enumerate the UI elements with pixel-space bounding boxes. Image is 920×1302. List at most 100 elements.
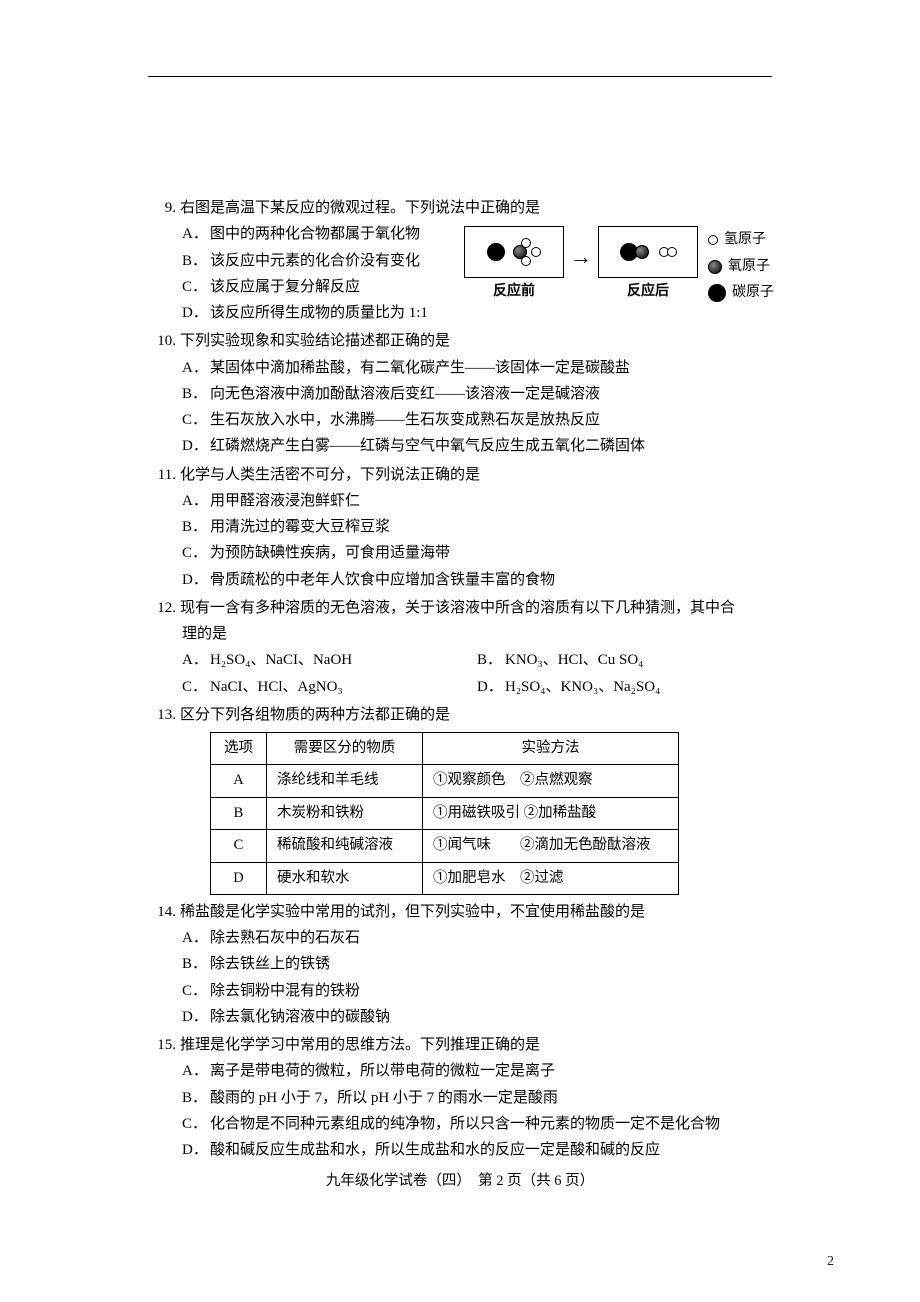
- table-cell: D: [211, 862, 267, 894]
- option-text: NaCI、HCl、AgNO₃: [210, 674, 477, 700]
- question-stem: 化学与人类生活密不可分，下列说法正确的是: [180, 462, 772, 488]
- table-cell: ①闻气味 ②滴加无色酚酞溶液: [423, 830, 679, 862]
- question-number: 10.: [148, 328, 176, 354]
- option-text: 红磷燃烧产生白雾——红磷与空气中氧气反应生成五氧化二磷固体: [210, 433, 772, 459]
- option-label: A．: [182, 355, 210, 381]
- option-label: D．: [477, 674, 505, 700]
- option-label: A．: [182, 1058, 210, 1084]
- table-cell: ①用磁铁吸引 ②加稀盐酸: [423, 797, 679, 829]
- question-10: 10.下列实验现象和实验结论描述都正确的是 A．某固体中滴加稀盐酸，有二氧化碳产…: [148, 328, 772, 459]
- option-label: A．: [182, 221, 210, 247]
- legend: 氢原子 氧原子 碳原子: [708, 228, 774, 306]
- reaction-before-box: [464, 226, 564, 278]
- table-cell: 木炭粉和铁粉: [267, 797, 423, 829]
- table-cell: 硬水和软水: [267, 862, 423, 894]
- question-number: 12.: [148, 595, 176, 621]
- option-label: C．: [182, 540, 210, 566]
- question-12: 12.现有一含有多种溶质的无色溶液，关于该溶液中所含的溶质有以下几种猜测，其中合…: [148, 595, 772, 700]
- option-text: 某固体中滴加稀盐酸，有二氧化碳产生——该固体一定是碳酸盐: [210, 355, 772, 381]
- table-cell: C: [211, 830, 267, 862]
- table-row: B木炭粉和铁粉①用磁铁吸引 ②加稀盐酸: [211, 797, 679, 829]
- option-text: 除去熟石灰中的石灰石: [210, 925, 772, 951]
- legend-row: 氢原子: [708, 228, 774, 253]
- option-label: B．: [477, 647, 505, 673]
- question-14: 14.稀盐酸是化学实验中常用的试剂，但下列实验中，不宜使用稀盐酸的是 A．除去熟…: [148, 899, 772, 1030]
- option-text: 酸和碱反应生成盐和水，所以生成盐和水的反应一定是酸和碱的反应: [210, 1137, 772, 1163]
- legend-row: 碳原子: [708, 281, 774, 306]
- option-label: B．: [182, 381, 210, 407]
- option-label: A．: [182, 488, 210, 514]
- question-stem: 现有一含有多种溶质的无色溶液，关于该溶液中所含的溶质有以下几种猜测，其中合: [180, 595, 772, 621]
- option-text: 除去氯化钠溶液中的碳酸钠: [210, 1004, 772, 1030]
- carbon-atom-icon: [708, 284, 726, 302]
- option-text: H₂SO₄、NaCI、NaOH: [210, 647, 477, 673]
- option-label: A．: [182, 925, 210, 951]
- table-cell: 涤纶线和羊毛线: [267, 765, 423, 797]
- reaction-diagram: 反应前 → 反应后 氢原子 氧原子 碳原子: [464, 226, 774, 306]
- question-13: 13.区分下列各组物质的两种方法都正确的是 选项 需要区分的物质 实验方法 A涤…: [148, 702, 772, 895]
- question-stem: 右图是高温下某反应的微观过程。下列说法中正确的是: [180, 195, 772, 221]
- page-footer: 九年级化学试卷（四） 第 2 页（共 6 页）: [148, 1169, 772, 1194]
- top-rule: [148, 76, 772, 77]
- table-header: 实验方法: [423, 733, 679, 765]
- option-text: 骨质疏松的中老年人饮食中应增加含铁量丰富的食物: [210, 567, 772, 593]
- option-label: D．: [182, 1137, 210, 1163]
- question-stem: 推理是化学学习中常用的思维方法。下列推理正确的是: [180, 1032, 772, 1058]
- option-text: KNO₃、HCl、Cu SO₄: [505, 647, 772, 673]
- legend-text: 碳原子: [732, 281, 774, 306]
- legend-row: 氧原子: [708, 255, 774, 280]
- option-label: B．: [182, 1085, 210, 1111]
- question-stem: 下列实验现象和实验结论描述都正确的是: [180, 328, 772, 354]
- hydrogen-atom-icon: [708, 235, 718, 245]
- option-label: D．: [182, 567, 210, 593]
- question-stem-cont: 理的是: [148, 621, 772, 647]
- option-text: H₂SO₄、KNO₃、Na₂SO₄: [505, 674, 772, 700]
- after-label: 反应后: [598, 280, 698, 305]
- question-number: 11.: [148, 462, 176, 488]
- question-stem: 稀盐酸是化学实验中常用的试剂，但下列实验中，不宜使用稀盐酸的是: [180, 899, 772, 925]
- option-text: 为预防缺碘性疾病，可食用适量海带: [210, 540, 772, 566]
- question-number: 9.: [148, 195, 176, 221]
- option-label: C．: [182, 978, 210, 1004]
- legend-text: 氢原子: [724, 228, 766, 253]
- before-label: 反应前: [464, 280, 564, 305]
- option-label: B．: [182, 248, 210, 274]
- question-15: 15.推理是化学学习中常用的思维方法。下列推理正确的是 A．离子是带电荷的微粒，…: [148, 1032, 772, 1163]
- table-row: A涤纶线和羊毛线①观察颜色 ②点燃观察: [211, 765, 679, 797]
- option-label: C．: [182, 674, 210, 700]
- page-number: 2: [827, 1250, 834, 1275]
- option-label: C．: [182, 1111, 210, 1137]
- table-header-row: 选项 需要区分的物质 实验方法: [211, 733, 679, 765]
- option-text: 化合物是不同种元素组成的纯净物，所以只含一种元素的物质一定不是化合物: [210, 1111, 772, 1137]
- reaction-after-box: [598, 226, 698, 278]
- question-stem: 区分下列各组物质的两种方法都正确的是: [180, 702, 772, 728]
- option-text: 除去铁丝上的铁锈: [210, 951, 772, 977]
- option-label: B．: [182, 514, 210, 540]
- option-label: D．: [182, 433, 210, 459]
- option-text: 生石灰放入水中，水沸腾——生石灰变成熟石灰是放热反应: [210, 407, 772, 433]
- hydrogen-atom-icon: [531, 247, 541, 257]
- h2-molecule-icon: [659, 247, 677, 257]
- table-cell: 稀硫酸和纯碱溶液: [267, 830, 423, 862]
- question-11: 11.化学与人类生活密不可分，下列说法正确的是 A．用甲醛溶液浸泡鲜虾仁 B．用…: [148, 462, 772, 593]
- option-text: 除去铜粉中混有的铁粉: [210, 978, 772, 1004]
- option-label: D．: [182, 1004, 210, 1030]
- table-cell: A: [211, 765, 267, 797]
- option-text: 酸雨的 pH 小于 7，所以 pH 小于 7 的雨水一定是酸雨: [210, 1085, 772, 1111]
- option-label: C．: [182, 407, 210, 433]
- oxygen-atom-icon: [708, 260, 722, 274]
- option-text: 用清洗过的霉变大豆榨豆浆: [210, 514, 772, 540]
- option-label: D．: [182, 300, 210, 326]
- option-label: A．: [182, 647, 210, 673]
- carbon-atom-icon: [487, 243, 505, 261]
- table-cell: ①观察颜色 ②点燃观察: [423, 765, 679, 797]
- arrow-icon: →: [570, 238, 592, 277]
- option-text: 离子是带电荷的微粒，所以带电荷的微粒一定是离子: [210, 1058, 772, 1084]
- legend-text: 氧原子: [728, 255, 770, 280]
- question-number: 13.: [148, 702, 176, 728]
- table-cell: ①加肥皂水 ②过滤: [423, 862, 679, 894]
- table-header: 选项: [211, 733, 267, 765]
- table-row: D硬水和软水①加肥皂水 ②过滤: [211, 862, 679, 894]
- question-number: 14.: [148, 899, 176, 925]
- question-number: 15.: [148, 1032, 176, 1058]
